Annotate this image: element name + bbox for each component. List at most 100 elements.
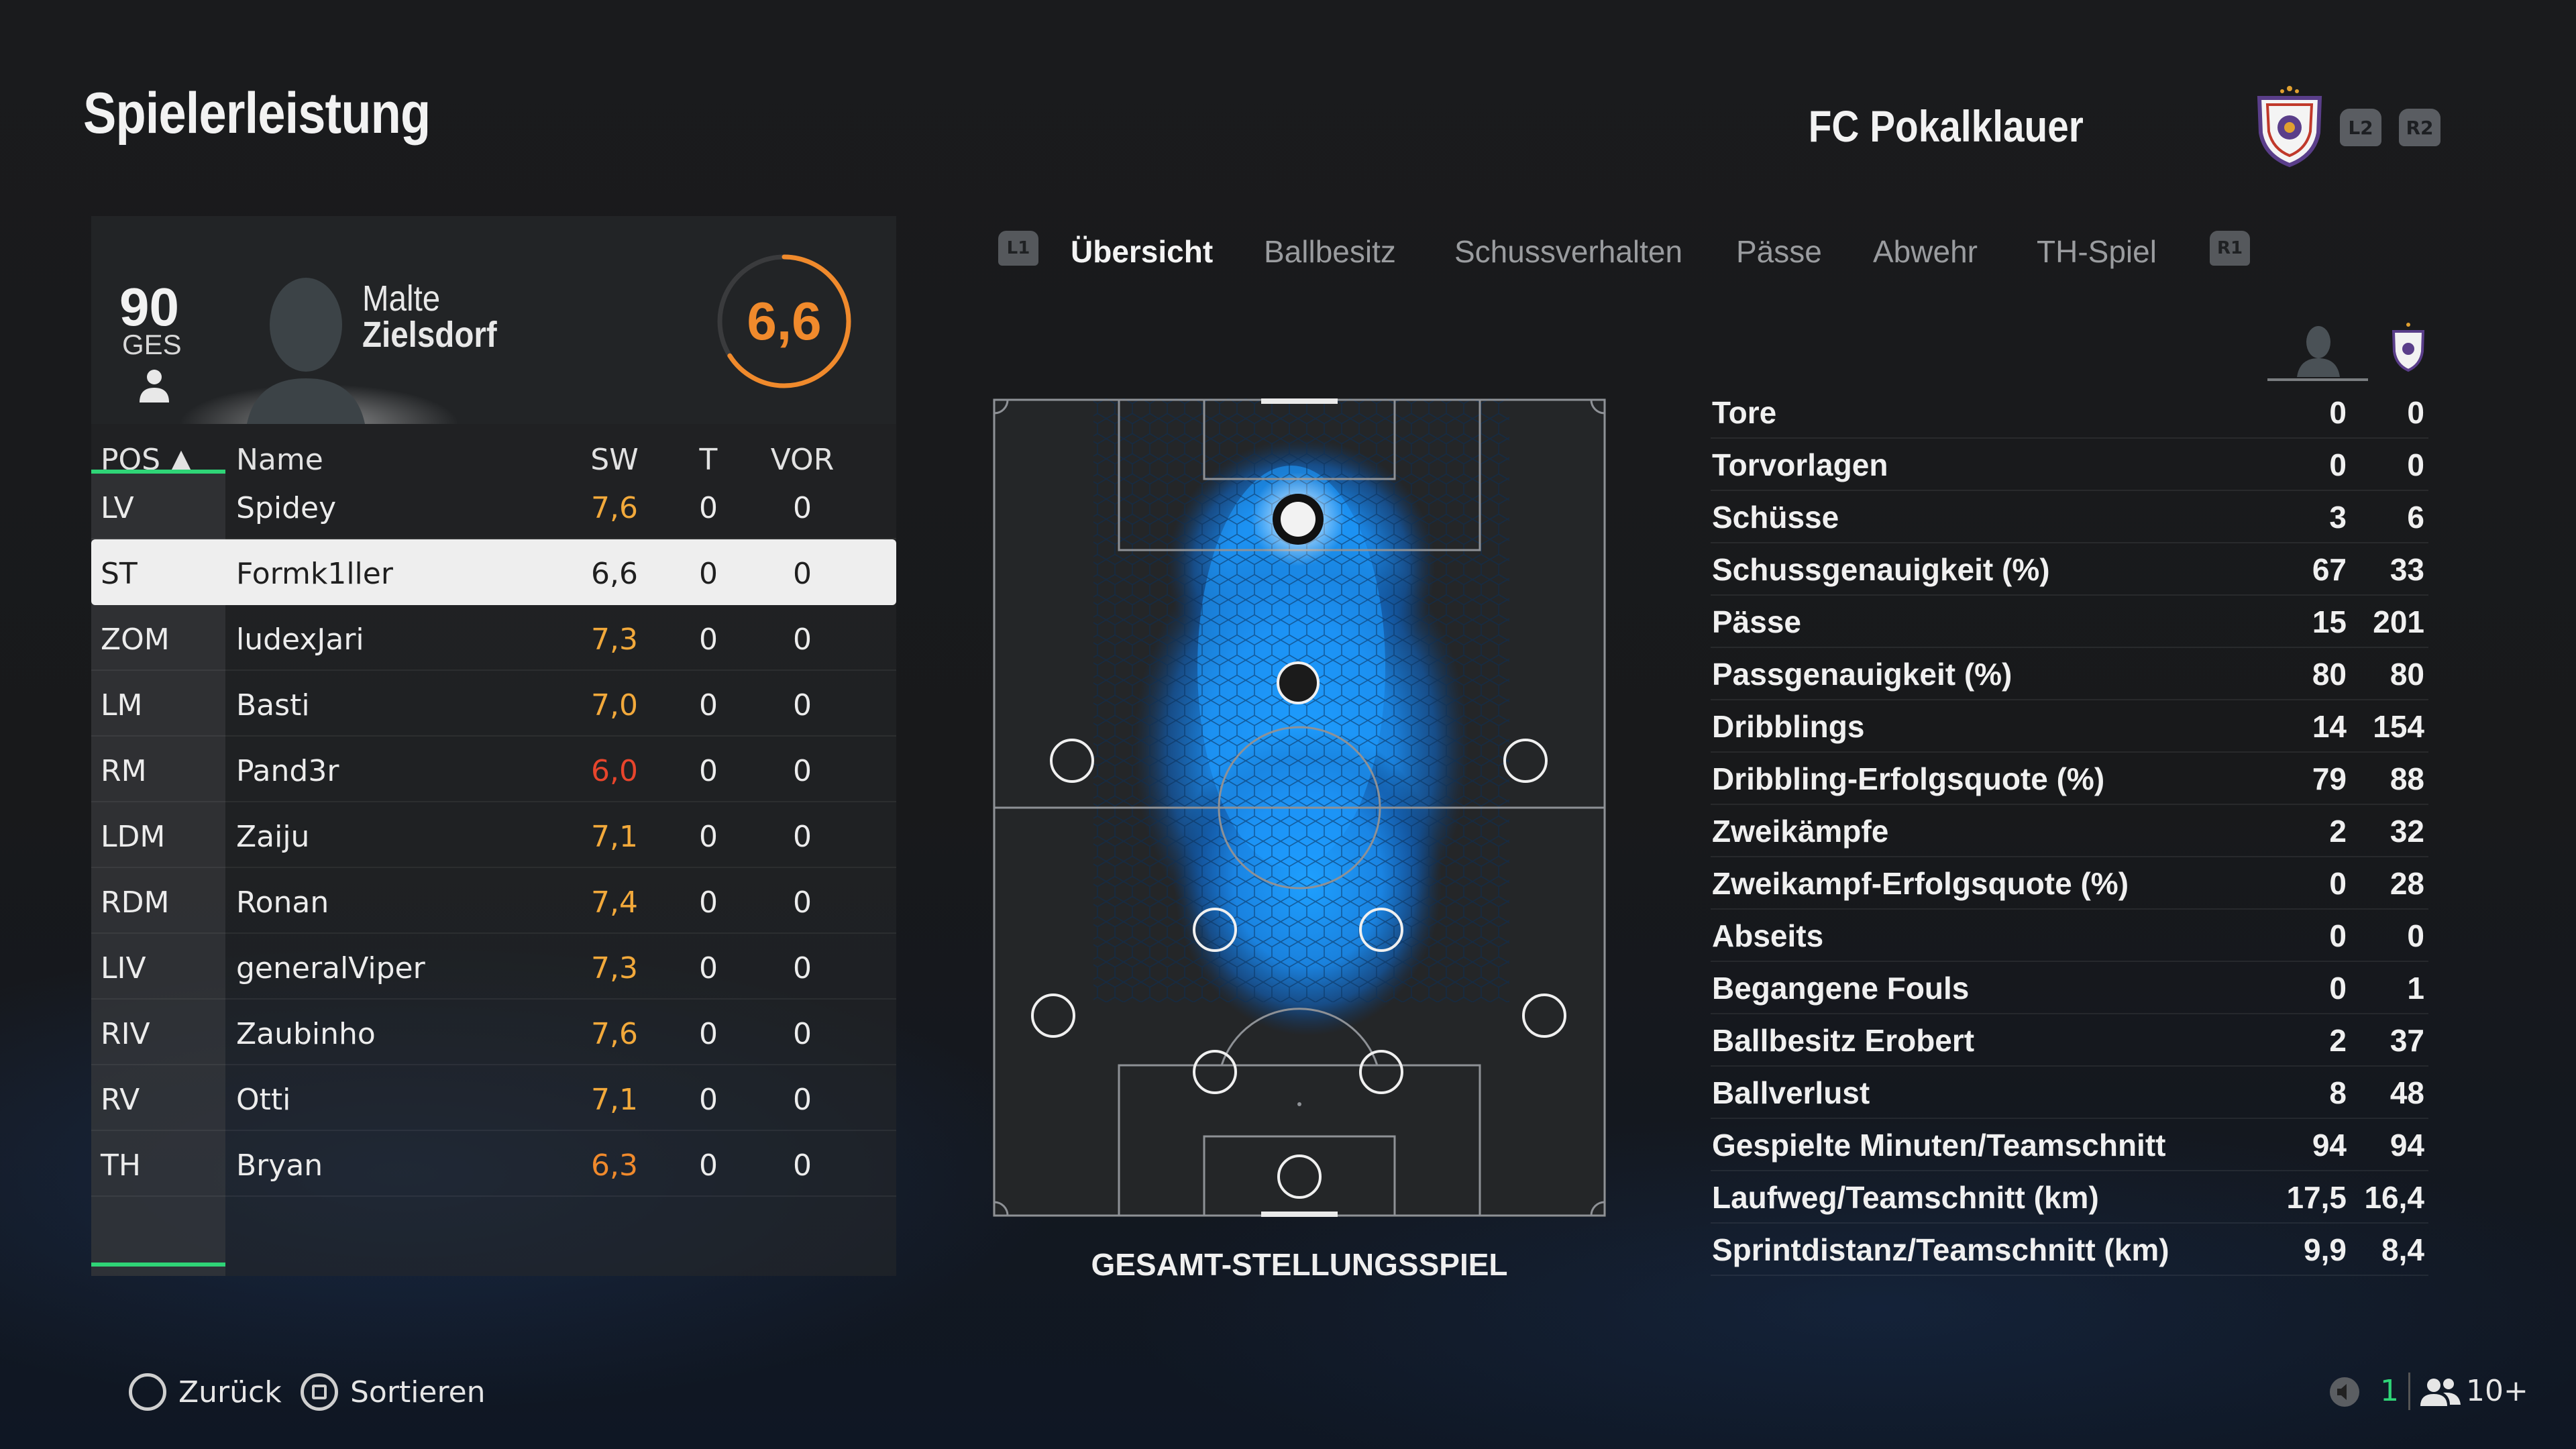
table-row[interactable]: ZOM ludexJari 7,3 0 0 — [91, 605, 896, 671]
player-card: 90 GES Malte Zielsdorf 6,6 — [91, 216, 896, 424]
player-goals: 0 — [699, 1148, 718, 1183]
player-rating: 7,4 — [591, 885, 638, 920]
stat-team-value: 80 — [2390, 657, 2424, 692]
stat-label: Schüsse — [1712, 500, 1839, 535]
stat-label: Pässe — [1712, 604, 1802, 639]
player-assists: 0 — [793, 623, 812, 657]
player-rating: 7,1 — [591, 1083, 638, 1117]
page-title: Spielerleistung — [83, 81, 431, 146]
header-sw[interactable]: SW — [590, 443, 639, 477]
stat-label: Tore — [1712, 395, 1777, 430]
player-position: LIV — [101, 951, 146, 985]
player-name: Pand3r — [236, 754, 339, 788]
player-rating: 7,6 — [591, 1017, 638, 1051]
table-row[interactable]: TH Bryan 6,3 0 0 — [91, 1131, 896, 1197]
player-name: Zaubinho — [236, 1017, 376, 1051]
stat-label: Torvorlagen — [1712, 447, 1888, 482]
table-row[interactable]: ST Formk1ller 6,6 0 0 — [91, 539, 896, 605]
stat-label: Gespielte Minuten/Teamschnitt — [1712, 1128, 2166, 1163]
stat-label: Sprintdistanz/Teamschnitt (km) — [1712, 1232, 2169, 1267]
stat-player-value: 0 — [2329, 918, 2347, 953]
player-rating: 7,1 — [591, 820, 638, 854]
player-silhouette-icon — [246, 278, 366, 424]
header-vor[interactable]: VOR — [770, 443, 835, 477]
stat-team-value: 48 — [2390, 1075, 2424, 1110]
l1-button[interactable]: L1 — [998, 231, 1038, 266]
teammate-markers — [1031, 739, 1566, 1199]
player-goals: 0 — [699, 688, 718, 722]
player-assists: 0 — [793, 820, 812, 854]
stat-player-value: 0 — [2329, 447, 2347, 482]
tab-schussverhalten[interactable]: Schussverhalten — [1454, 234, 1683, 269]
player-assists: 0 — [793, 557, 812, 591]
club-name: FC Pokalklauer — [1808, 101, 2084, 151]
tab-uebersicht[interactable]: Übersicht — [1071, 234, 1214, 269]
stat-player-value: 2 — [2329, 1023, 2347, 1058]
pos-column-bg — [91, 474, 225, 1276]
player-name: Formk1ller — [236, 557, 393, 591]
stat-label: Abseits — [1712, 918, 1824, 953]
table-row[interactable]: LV Spidey 7,6 0 0 — [91, 474, 896, 539]
player-goals: 0 — [699, 885, 718, 920]
stat-label: Laufweg/Teamschnitt (km) — [1712, 1180, 2099, 1215]
stat-team-value: 8,4 — [2381, 1232, 2424, 1267]
player-rating: 6,3 — [591, 1148, 638, 1183]
r1-button[interactable]: R1 — [2210, 231, 2250, 266]
table-row[interactable]: RV Otti 7,1 0 0 — [91, 1065, 896, 1131]
tab-paesse[interactable]: Pässe — [1736, 234, 1822, 269]
player-assists: 0 — [793, 885, 812, 920]
player-goals: 0 — [699, 951, 718, 985]
header-name[interactable]: Name — [236, 443, 323, 477]
player-assists: 0 — [793, 1017, 812, 1051]
back-label: Zurück — [178, 1375, 282, 1409]
player-assists: 0 — [793, 951, 812, 985]
sort-button[interactable]: Sortieren — [301, 1368, 486, 1415]
stat-team-value: 0 — [2407, 447, 2424, 482]
back-button[interactable]: Zurück — [129, 1368, 282, 1415]
square-button-icon — [301, 1373, 338, 1411]
stat-team-value: 154 — [2373, 709, 2424, 744]
player-position: TH — [101, 1148, 141, 1183]
group-icon — [2420, 1379, 2461, 1406]
match-rating: 6,6 — [747, 291, 822, 351]
stat-label: Ballverlust — [1712, 1075, 1870, 1110]
table-row[interactable]: RIV Zaubinho 7,6 0 0 — [91, 1000, 896, 1065]
player-position: ZOM — [101, 623, 170, 657]
player-assists: 0 — [793, 688, 812, 722]
stat-team-value: 94 — [2390, 1128, 2424, 1163]
table-row[interactable]: LM Basti 7,0 0 0 — [91, 671, 896, 737]
player-goals: 0 — [699, 820, 718, 854]
stat-player-value: 17,5 — [2286, 1180, 2347, 1215]
stat-row: Pässe 15 201 — [1711, 596, 2428, 648]
player-position: RM — [101, 754, 147, 788]
stats-table: Tore 0 0 Torvorlagen 0 0 Schüsse 3 6 Schussgenaui… — [1711, 386, 2428, 1276]
player-silhouette-icon — [2267, 326, 2368, 381]
r2-button[interactable]: R2 — [2399, 109, 2440, 146]
table-row[interactable]: RM Pand3r 6,0 0 0 — [91, 737, 896, 802]
player-assists: 0 — [793, 754, 812, 788]
player-name: Ronan — [236, 885, 329, 920]
player-rating: 7,3 — [591, 623, 638, 657]
table-row[interactable]: LDM Zaiju 7,1 0 0 — [91, 802, 896, 868]
stat-row: Abseits 0 0 — [1711, 910, 2428, 962]
header-t[interactable]: T — [699, 443, 718, 477]
person-icon — [140, 370, 169, 402]
l2-button[interactable]: L2 — [2340, 109, 2381, 146]
list-end-indicator — [91, 1263, 225, 1267]
table-row[interactable]: RDM Ronan 7,4 0 0 — [91, 868, 896, 934]
stat-row: Sprintdistanz/Teamschnitt (km) 9,9 8,4 — [1711, 1224, 2428, 1276]
lobby-players: 10+ — [2466, 1374, 2528, 1408]
player-rating: 6,6 — [591, 557, 638, 591]
stats-column-icons — [2267, 323, 2425, 381]
stat-player-value: 15 — [2312, 604, 2347, 639]
stat-player-value: 67 — [2312, 552, 2347, 587]
player-first-name: Malte — [362, 278, 441, 319]
player-position: LV — [101, 491, 134, 525]
tab-th-spiel[interactable]: TH-Spiel — [2037, 234, 2157, 269]
tab-ballbesitz[interactable]: Ballbesitz — [1264, 234, 1396, 269]
sort-label: Sortieren — [350, 1375, 486, 1409]
table-row[interactable]: LIV generalViper 7,3 0 0 — [91, 934, 896, 1000]
stat-team-value: 6 — [2407, 500, 2424, 535]
player-goals: 0 — [699, 1083, 718, 1117]
tab-abwehr[interactable]: Abwehr — [1873, 234, 1978, 269]
